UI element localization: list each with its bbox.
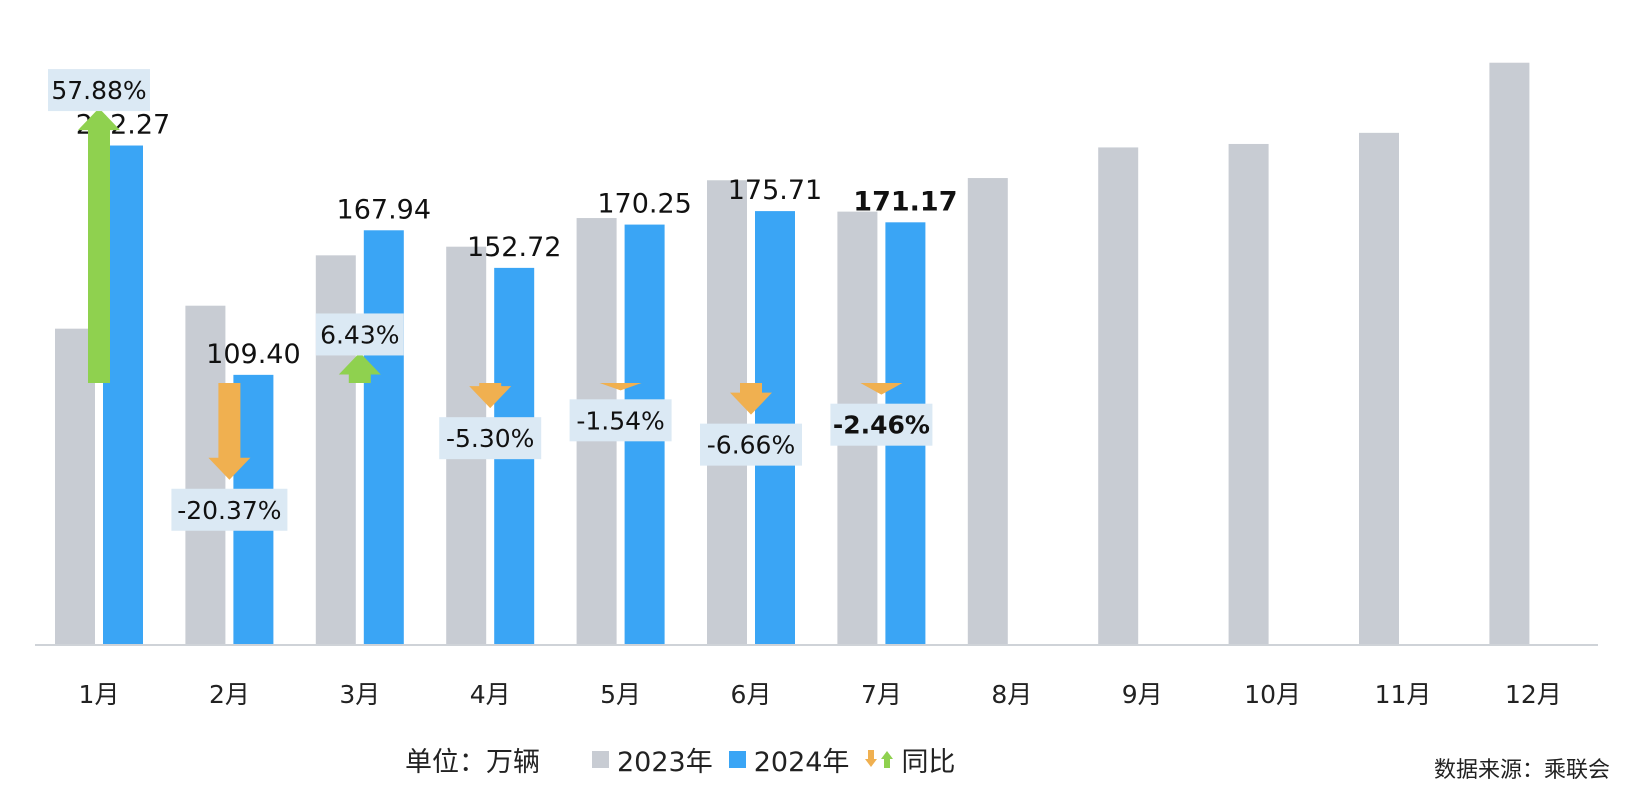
value-label-3: 167.94: [337, 194, 431, 225]
value-label-4: 152.72: [467, 232, 561, 263]
yoy-label-box-6: [700, 423, 802, 466]
yoy-arrows-icon: [865, 749, 894, 769]
yoy-arrow-down-2: [208, 383, 251, 480]
bar-2023-12: [1489, 62, 1530, 645]
legend-label-yoy: 同比: [901, 746, 956, 778]
x-tick-7: 7月: [861, 680, 902, 709]
yoy-label-box-4: [439, 417, 542, 460]
data-source: 数据来源：乘联会: [1433, 758, 1610, 783]
value-label-5: 170.25: [597, 189, 691, 220]
legend-swatch-2023: [592, 750, 609, 768]
yoy-label-7: -2.46%: [833, 411, 930, 440]
yoy-arrows: [78, 108, 903, 480]
bar-2023-8: [967, 178, 1008, 646]
yoy-label-6: -6.66%: [707, 431, 795, 460]
bar-2023-2: [185, 305, 226, 645]
legend-item-2023: 2023年: [592, 740, 713, 779]
x-tick-5: 5月: [600, 680, 641, 709]
legend-item-yoy: 同比: [865, 740, 955, 779]
yoy-label-2: -20.37%: [177, 496, 281, 525]
yoy-label-3: 6.43%: [320, 320, 399, 349]
x-tick-12: 12月: [1505, 680, 1562, 709]
yoy-arrow-down-5: [599, 383, 642, 391]
x-tick-2: 2月: [209, 680, 250, 709]
yoy-labels: 57.88% -20.37% 6.43% -5.30% -1.54% -6.66% -2.4…: [48, 69, 933, 531]
yoy-label-5: -1.54%: [576, 406, 664, 435]
yoy-arrow-up-3: [338, 352, 381, 383]
yoy-label-box-5: [569, 399, 672, 442]
bar-2023-11: [1359, 132, 1399, 645]
yoy-label-box-1: [48, 69, 150, 112]
x-tick-labels: 1月 2月 3月 4月 5月 6月 7月 8月 9月 10月 11月 12月: [79, 680, 1562, 709]
value-label-6: 175.71: [728, 175, 822, 206]
legend-item-2024: 2024年: [728, 740, 850, 779]
yoy-label-box-7: [830, 403, 933, 446]
x-tick-3: 3月: [339, 680, 380, 709]
yoy-label-4: -5.30%: [446, 424, 534, 453]
x-tick-1: 1月: [79, 680, 120, 709]
legend-swatch-2024: [728, 750, 746, 768]
x-tick-9: 9月: [1122, 680, 1163, 709]
unit-label: 单位：万辆: [405, 746, 540, 778]
legend-label-2023: 2023年: [617, 746, 713, 778]
bar-2024-3: [363, 230, 404, 645]
value-label-2: 109.40: [206, 339, 300, 370]
yoy-arrow-down-6: [730, 383, 772, 415]
bar-2023-10: [1228, 143, 1269, 645]
x-tick-4: 4月: [470, 680, 511, 709]
bar-2023-6: [707, 180, 747, 645]
legend-label-2024: 2024年: [753, 746, 850, 778]
yoy-arrow-up-1: [78, 108, 120, 383]
yoy-label-box-2: [171, 488, 288, 531]
yoy-label-box-3: [315, 313, 404, 356]
yoy-arrow-down-4: [469, 383, 512, 409]
yoy-arrow-down-7: [860, 383, 903, 395]
x-tick-8: 8月: [991, 680, 1032, 709]
legend: 单位：万辆 2023年 2024年 同比: [405, 740, 971, 779]
bar-2023-9: [1098, 147, 1139, 645]
x-tick-10: 10月: [1244, 680, 1301, 709]
value-label-7: 171.17: [853, 186, 957, 217]
x-tick-11: 11月: [1375, 680, 1432, 709]
x-tick-6: 6月: [731, 680, 772, 709]
yoy-label-1: 57.88%: [51, 76, 146, 105]
